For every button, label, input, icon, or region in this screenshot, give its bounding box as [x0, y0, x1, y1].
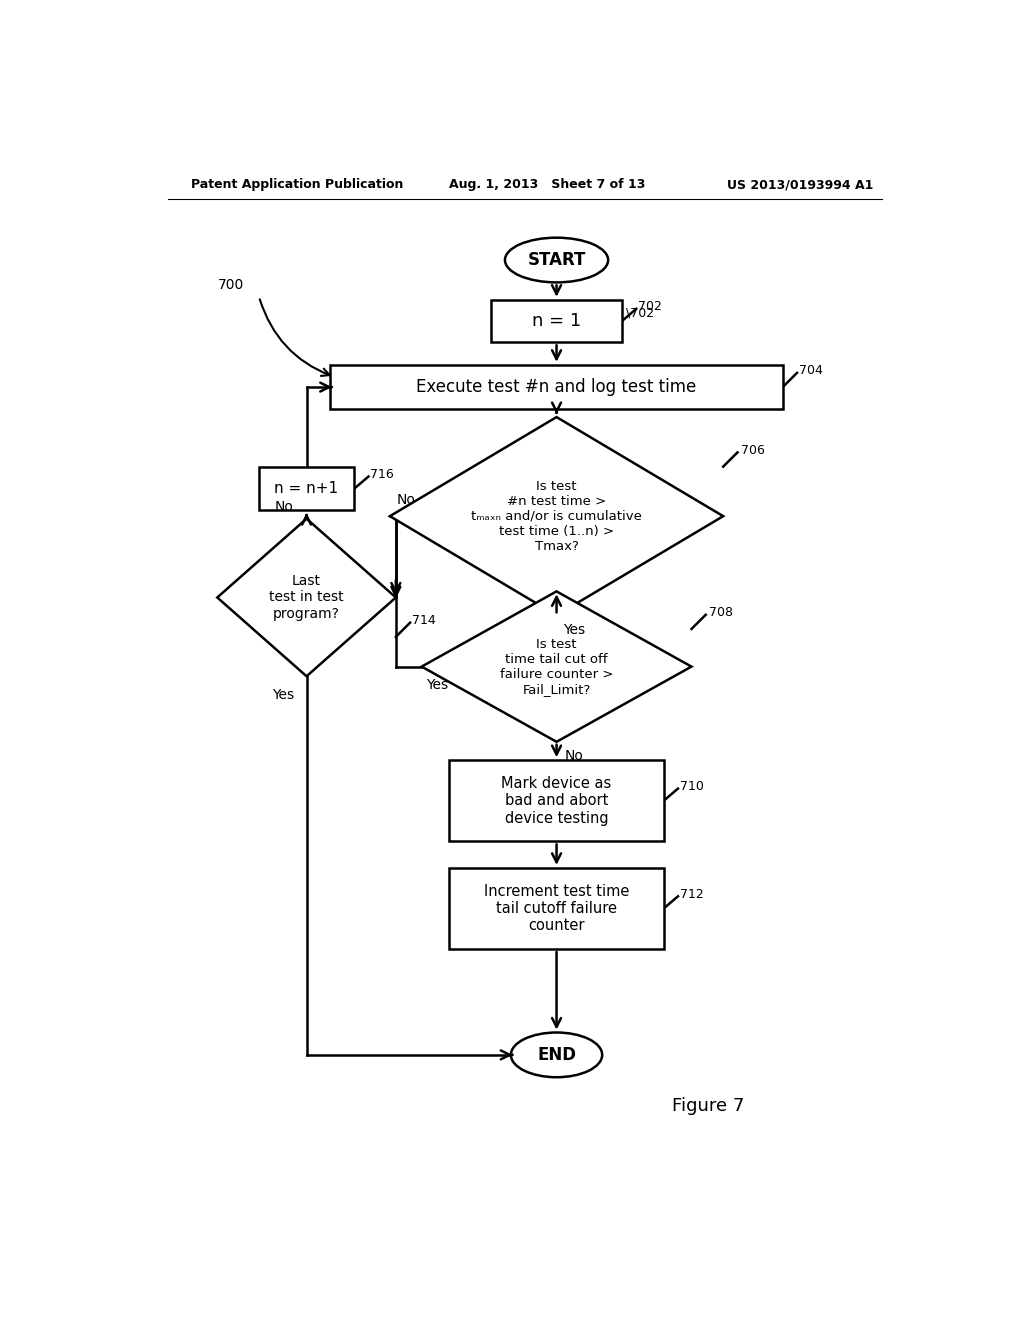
Polygon shape — [390, 417, 723, 615]
Text: Execute test #n and log test time: Execute test #n and log test time — [417, 378, 696, 396]
Text: Is test
#n test time >
tₘₐₓₙ and/or is cumulative
test time (1..n) >
Tmax?: Is test #n test time > tₘₐₓₙ and/or is c… — [471, 479, 642, 553]
Text: No: No — [396, 492, 415, 507]
Text: Mark device as
bad and abort
device testing: Mark device as bad and abort device test… — [502, 776, 611, 826]
Text: 706: 706 — [740, 444, 765, 457]
Text: 714: 714 — [412, 614, 435, 627]
Text: US 2013/0193994 A1: US 2013/0193994 A1 — [727, 178, 873, 191]
Polygon shape — [217, 519, 396, 676]
FancyBboxPatch shape — [331, 364, 782, 409]
Text: 700: 700 — [218, 279, 245, 293]
Polygon shape — [422, 591, 691, 742]
Text: No: No — [274, 499, 294, 513]
Text: 708: 708 — [709, 606, 733, 619]
Text: Last
test in test
program?: Last test in test program? — [269, 574, 344, 620]
Text: Patent Application Publication: Patent Application Publication — [191, 178, 403, 191]
Text: START: START — [527, 251, 586, 269]
Text: No: No — [564, 748, 584, 763]
Text: Yes: Yes — [271, 688, 294, 701]
FancyBboxPatch shape — [492, 300, 622, 342]
Text: \702: \702 — [626, 306, 654, 319]
Text: 704: 704 — [799, 364, 822, 378]
Ellipse shape — [511, 1032, 602, 1077]
FancyBboxPatch shape — [259, 467, 354, 510]
Text: 710: 710 — [680, 780, 703, 793]
Text: n = 1: n = 1 — [531, 312, 582, 330]
FancyArrowPatch shape — [260, 300, 330, 376]
Text: Aug. 1, 2013   Sheet 7 of 13: Aug. 1, 2013 Sheet 7 of 13 — [450, 178, 646, 191]
FancyBboxPatch shape — [450, 760, 664, 841]
Text: 712: 712 — [680, 888, 703, 900]
Text: 716: 716 — [370, 469, 394, 480]
Text: Increment test time
tail cutoff failure
counter: Increment test time tail cutoff failure … — [484, 883, 629, 933]
Text: Figure 7: Figure 7 — [672, 1097, 744, 1114]
Ellipse shape — [505, 238, 608, 282]
FancyBboxPatch shape — [450, 867, 664, 949]
Text: Yes: Yes — [563, 623, 585, 636]
Text: 702: 702 — [638, 300, 662, 313]
Text: Is test
time tail cut off
failure counter >
Fail_Limit?: Is test time tail cut off failure counte… — [500, 638, 613, 696]
Text: Yes: Yes — [426, 678, 449, 692]
Text: n = n+1: n = n+1 — [274, 482, 339, 496]
Text: END: END — [537, 1045, 577, 1064]
